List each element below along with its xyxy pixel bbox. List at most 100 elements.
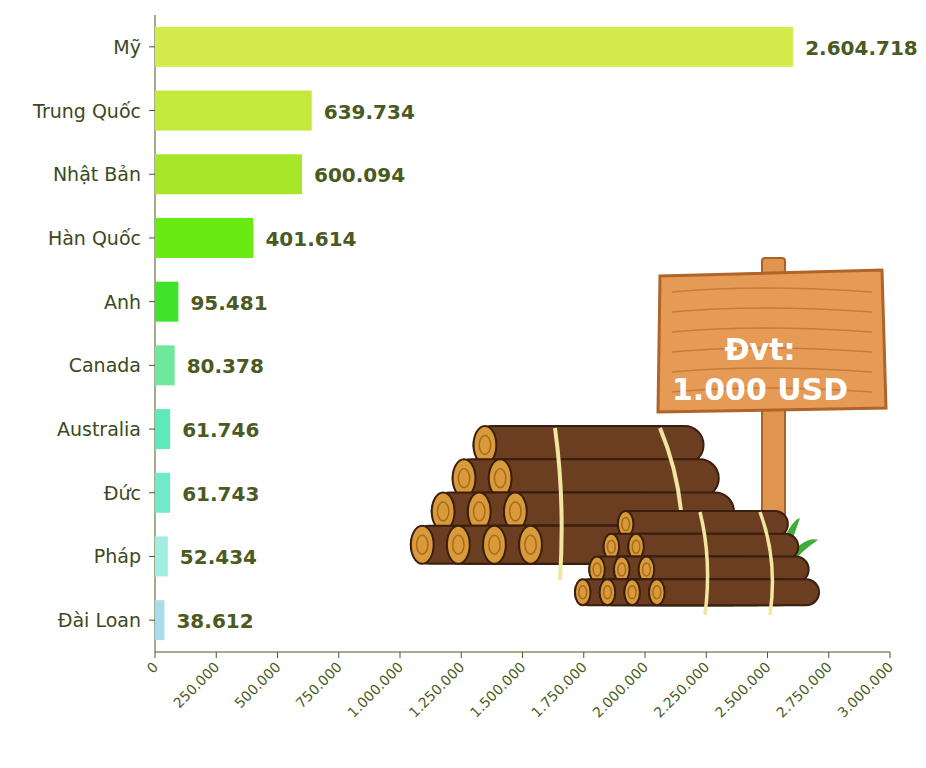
rope (760, 512, 772, 615)
log-body (649, 579, 819, 605)
x-tick (461, 652, 462, 658)
x-tick (583, 652, 584, 658)
log-ring (494, 469, 505, 488)
x-tick-label: 0 (143, 659, 161, 677)
data-label: 639.734 (324, 100, 415, 124)
log-ring (579, 586, 587, 599)
rope (700, 512, 708, 615)
data-label: 95.481 (190, 291, 267, 315)
log-end (519, 526, 542, 564)
category-label: Pháp (94, 545, 141, 567)
log-ring (604, 586, 612, 599)
x-tick (216, 652, 217, 658)
category-label: Nhật Bản (53, 163, 141, 185)
log-ring (643, 563, 651, 576)
log-end (483, 526, 506, 564)
log-ring (607, 540, 615, 553)
x-tick-label: 2.750.000 (773, 659, 835, 721)
category-label: Anh (104, 291, 141, 313)
log-stack-right (575, 511, 819, 615)
log-ring (593, 563, 601, 576)
annotation: 1.000 USD (672, 372, 848, 407)
x-tick (828, 652, 829, 658)
bar (155, 409, 170, 449)
y-tick (149, 237, 155, 238)
x-tick (155, 652, 156, 658)
bar (155, 345, 175, 385)
log-ring (525, 535, 536, 554)
bars (155, 27, 793, 640)
illustration: Đvt: 1.000 USD (411, 258, 886, 615)
x-tick-label: 2.000.000 (589, 659, 651, 721)
x-tick (522, 652, 523, 658)
wood-grain (672, 288, 872, 292)
log-end (575, 579, 591, 605)
category-label: Trung Quốc (32, 100, 141, 122)
x-tick-label: 2.250.000 (651, 659, 713, 721)
bar (155, 282, 178, 322)
log-end (600, 579, 616, 605)
y-tick (149, 620, 155, 621)
data-label: 80.378 (187, 354, 264, 378)
category-label: Mỹ (113, 36, 141, 58)
log-ring (510, 502, 521, 521)
y-tick (149, 174, 155, 175)
category-label: Canada (69, 354, 141, 376)
bar (155, 536, 168, 576)
log-end (624, 579, 640, 605)
bar (155, 600, 164, 640)
y-categories: Mỹ Trung Quốc Nhật Bản Hàn Quốc Anh Canada Aus… (32, 36, 155, 631)
category-label: Đài Loan (58, 609, 141, 631)
category-label: Australia (57, 418, 141, 440)
x-tick (277, 652, 278, 658)
y-tick (149, 556, 155, 557)
log-end (649, 579, 665, 605)
bar (155, 218, 253, 258)
y-tick (149, 301, 155, 302)
x-tick-label: 3.000.000 (834, 659, 896, 721)
chart-root: Đvt: 1.000 USD 0 250.000500.000750.0001.000… (0, 0, 926, 768)
x-tick (890, 652, 891, 658)
sign-board (658, 270, 886, 412)
log-ring (653, 586, 661, 599)
log-ring (632, 540, 640, 553)
x-tick (706, 652, 707, 658)
log-ring (474, 502, 485, 521)
x-tick-label: 1.000.000 (344, 659, 406, 721)
log-ring (628, 586, 636, 599)
x-tick (645, 652, 646, 658)
log-ring (622, 518, 630, 531)
x-tick-label: 250.000 (170, 659, 222, 711)
y-tick (149, 429, 155, 430)
wood-grain (672, 308, 872, 312)
data-label: 61.746 (182, 418, 259, 442)
log-ring (417, 535, 428, 554)
log-end (447, 526, 470, 564)
bar (155, 154, 302, 194)
data-label: 61.743 (182, 482, 259, 506)
x-tick-label: 750.000 (293, 659, 345, 711)
log-end (411, 526, 434, 564)
data-labels: 2.604.718639.734600.094401.61495.48180.3… (176, 36, 917, 633)
y-tick (149, 46, 155, 47)
x-tick-label: 2.500.000 (712, 659, 774, 721)
x-tick-label: 1.750.000 (528, 659, 590, 721)
y-tick (149, 365, 155, 366)
chart-svg: Đvt: 1.000 USD 0 250.000500.000750.0001.000… (0, 0, 926, 768)
y-tick (149, 110, 155, 111)
x-tick-label: 500.000 (231, 659, 283, 711)
x-ticks: 0250.000500.000750.0001.000.0001.250.000… (143, 652, 896, 721)
data-label: 38.612 (176, 609, 253, 633)
bar (155, 27, 793, 67)
log-ring (618, 563, 626, 576)
log-ring (479, 436, 490, 455)
log-ring (458, 469, 469, 488)
y-tick (149, 492, 155, 493)
data-label: 52.434 (180, 545, 257, 569)
x-tick (400, 652, 401, 658)
category-label: Hàn Quốc (48, 227, 141, 249)
rope (555, 428, 562, 580)
log-ring (453, 535, 464, 554)
annotation: Đvt: (724, 332, 795, 367)
log-ring (437, 502, 448, 521)
